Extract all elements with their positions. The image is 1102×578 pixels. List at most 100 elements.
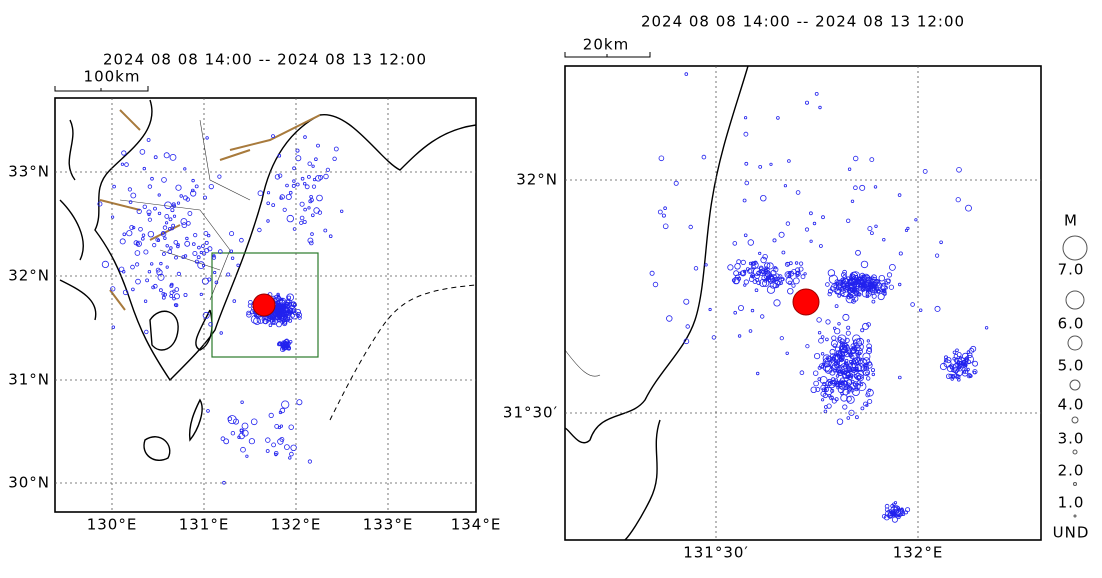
earthquake [161, 231, 166, 235]
earthquake [846, 295, 851, 300]
scale-label: 100km [84, 68, 141, 86]
period: 2024 08 08 14:00 -- 2024 08 13 12:00 [103, 51, 427, 69]
earthquake [290, 444, 297, 451]
earthquake [122, 232, 127, 237]
earthquake [191, 178, 195, 183]
earthquake [740, 259, 746, 265]
earthquake [222, 480, 226, 485]
earthquake [835, 374, 840, 378]
earthquake [818, 105, 822, 110]
earthquake [184, 240, 191, 247]
earthquake [835, 346, 841, 352]
earthquake [283, 344, 288, 349]
earthquake [856, 291, 861, 296]
earthquake [158, 288, 163, 293]
earthquake [768, 278, 772, 282]
earthquake [711, 335, 717, 340]
earthquake [890, 503, 895, 509]
earthquake [754, 288, 759, 293]
earthquake [759, 278, 768, 287]
legend-symbol [1067, 335, 1083, 351]
earthquake [858, 357, 863, 361]
earthquake [866, 285, 870, 290]
earthquake [834, 304, 839, 309]
earthquake [147, 230, 155, 238]
earthquake [120, 162, 125, 166]
earthquake [170, 226, 175, 231]
earthquake [169, 153, 177, 161]
earthquake [253, 317, 262, 325]
earthquake [217, 174, 222, 179]
earthquake [778, 231, 785, 238]
earthquake [190, 190, 197, 197]
earthquake [749, 274, 754, 278]
earthquake [758, 251, 762, 255]
earthquake [739, 270, 747, 277]
earthquake [271, 442, 277, 448]
earthquake [849, 287, 855, 293]
earthquake [823, 409, 828, 414]
earthquake [310, 232, 314, 236]
earthquake [814, 92, 819, 96]
earthquake [212, 254, 216, 258]
left-map: 2024 08 08 14:00 -- 2024 08 13 12:00 100… [8, 51, 502, 534]
earthquake [277, 153, 282, 158]
earthquake [841, 272, 847, 278]
mainshock [252, 293, 276, 317]
earthquake [884, 281, 888, 285]
earthquake [747, 268, 753, 274]
earthquake [240, 446, 246, 453]
earthquake [147, 217, 152, 222]
coastline [149, 310, 179, 351]
earthquake [286, 341, 291, 346]
earthquake [756, 270, 761, 275]
earthquake [174, 287, 180, 292]
earthquake [308, 199, 313, 204]
earthquake [762, 279, 770, 287]
earthquake [848, 386, 853, 391]
earthquake [704, 263, 708, 267]
earthquake [134, 250, 141, 256]
earthquake [147, 184, 153, 189]
earthquake [824, 405, 828, 409]
earthquake [307, 206, 311, 210]
earthquake [157, 193, 161, 197]
earthquake [317, 210, 323, 215]
earthquake [141, 233, 146, 237]
earthquake [279, 196, 283, 200]
earthquake [765, 271, 772, 278]
earthquake [213, 270, 217, 275]
earthquake [846, 325, 851, 330]
mainshock [792, 288, 820, 316]
lon-label: 134°E [451, 516, 502, 534]
earthquake [863, 401, 868, 407]
earthquake [866, 348, 873, 355]
earthquake [810, 386, 817, 393]
earthquake [845, 347, 852, 354]
earthquake [673, 180, 679, 186]
earthquake [842, 289, 846, 294]
earthquake [146, 209, 152, 215]
earthquake [910, 302, 915, 307]
earthquake [196, 255, 201, 260]
lat-label: 30°N [8, 474, 50, 492]
earthquake [889, 263, 896, 271]
earthquake [176, 243, 180, 247]
earthquake [261, 317, 265, 321]
earthquake [809, 239, 813, 243]
earthquake [962, 370, 967, 374]
earthquake [934, 305, 941, 312]
earthquake [292, 166, 297, 171]
earthquake [766, 262, 774, 270]
earthquake [962, 352, 969, 360]
earthquake [307, 161, 312, 166]
earthquake [955, 348, 959, 353]
earthquake [836, 418, 844, 425]
earthquake [867, 226, 873, 232]
earthquake [825, 337, 829, 342]
earthquake [176, 271, 181, 276]
earthquake [206, 409, 210, 413]
zoom-box [211, 252, 319, 358]
earthquake [785, 351, 789, 355]
legend-label: UND [1053, 524, 1090, 542]
